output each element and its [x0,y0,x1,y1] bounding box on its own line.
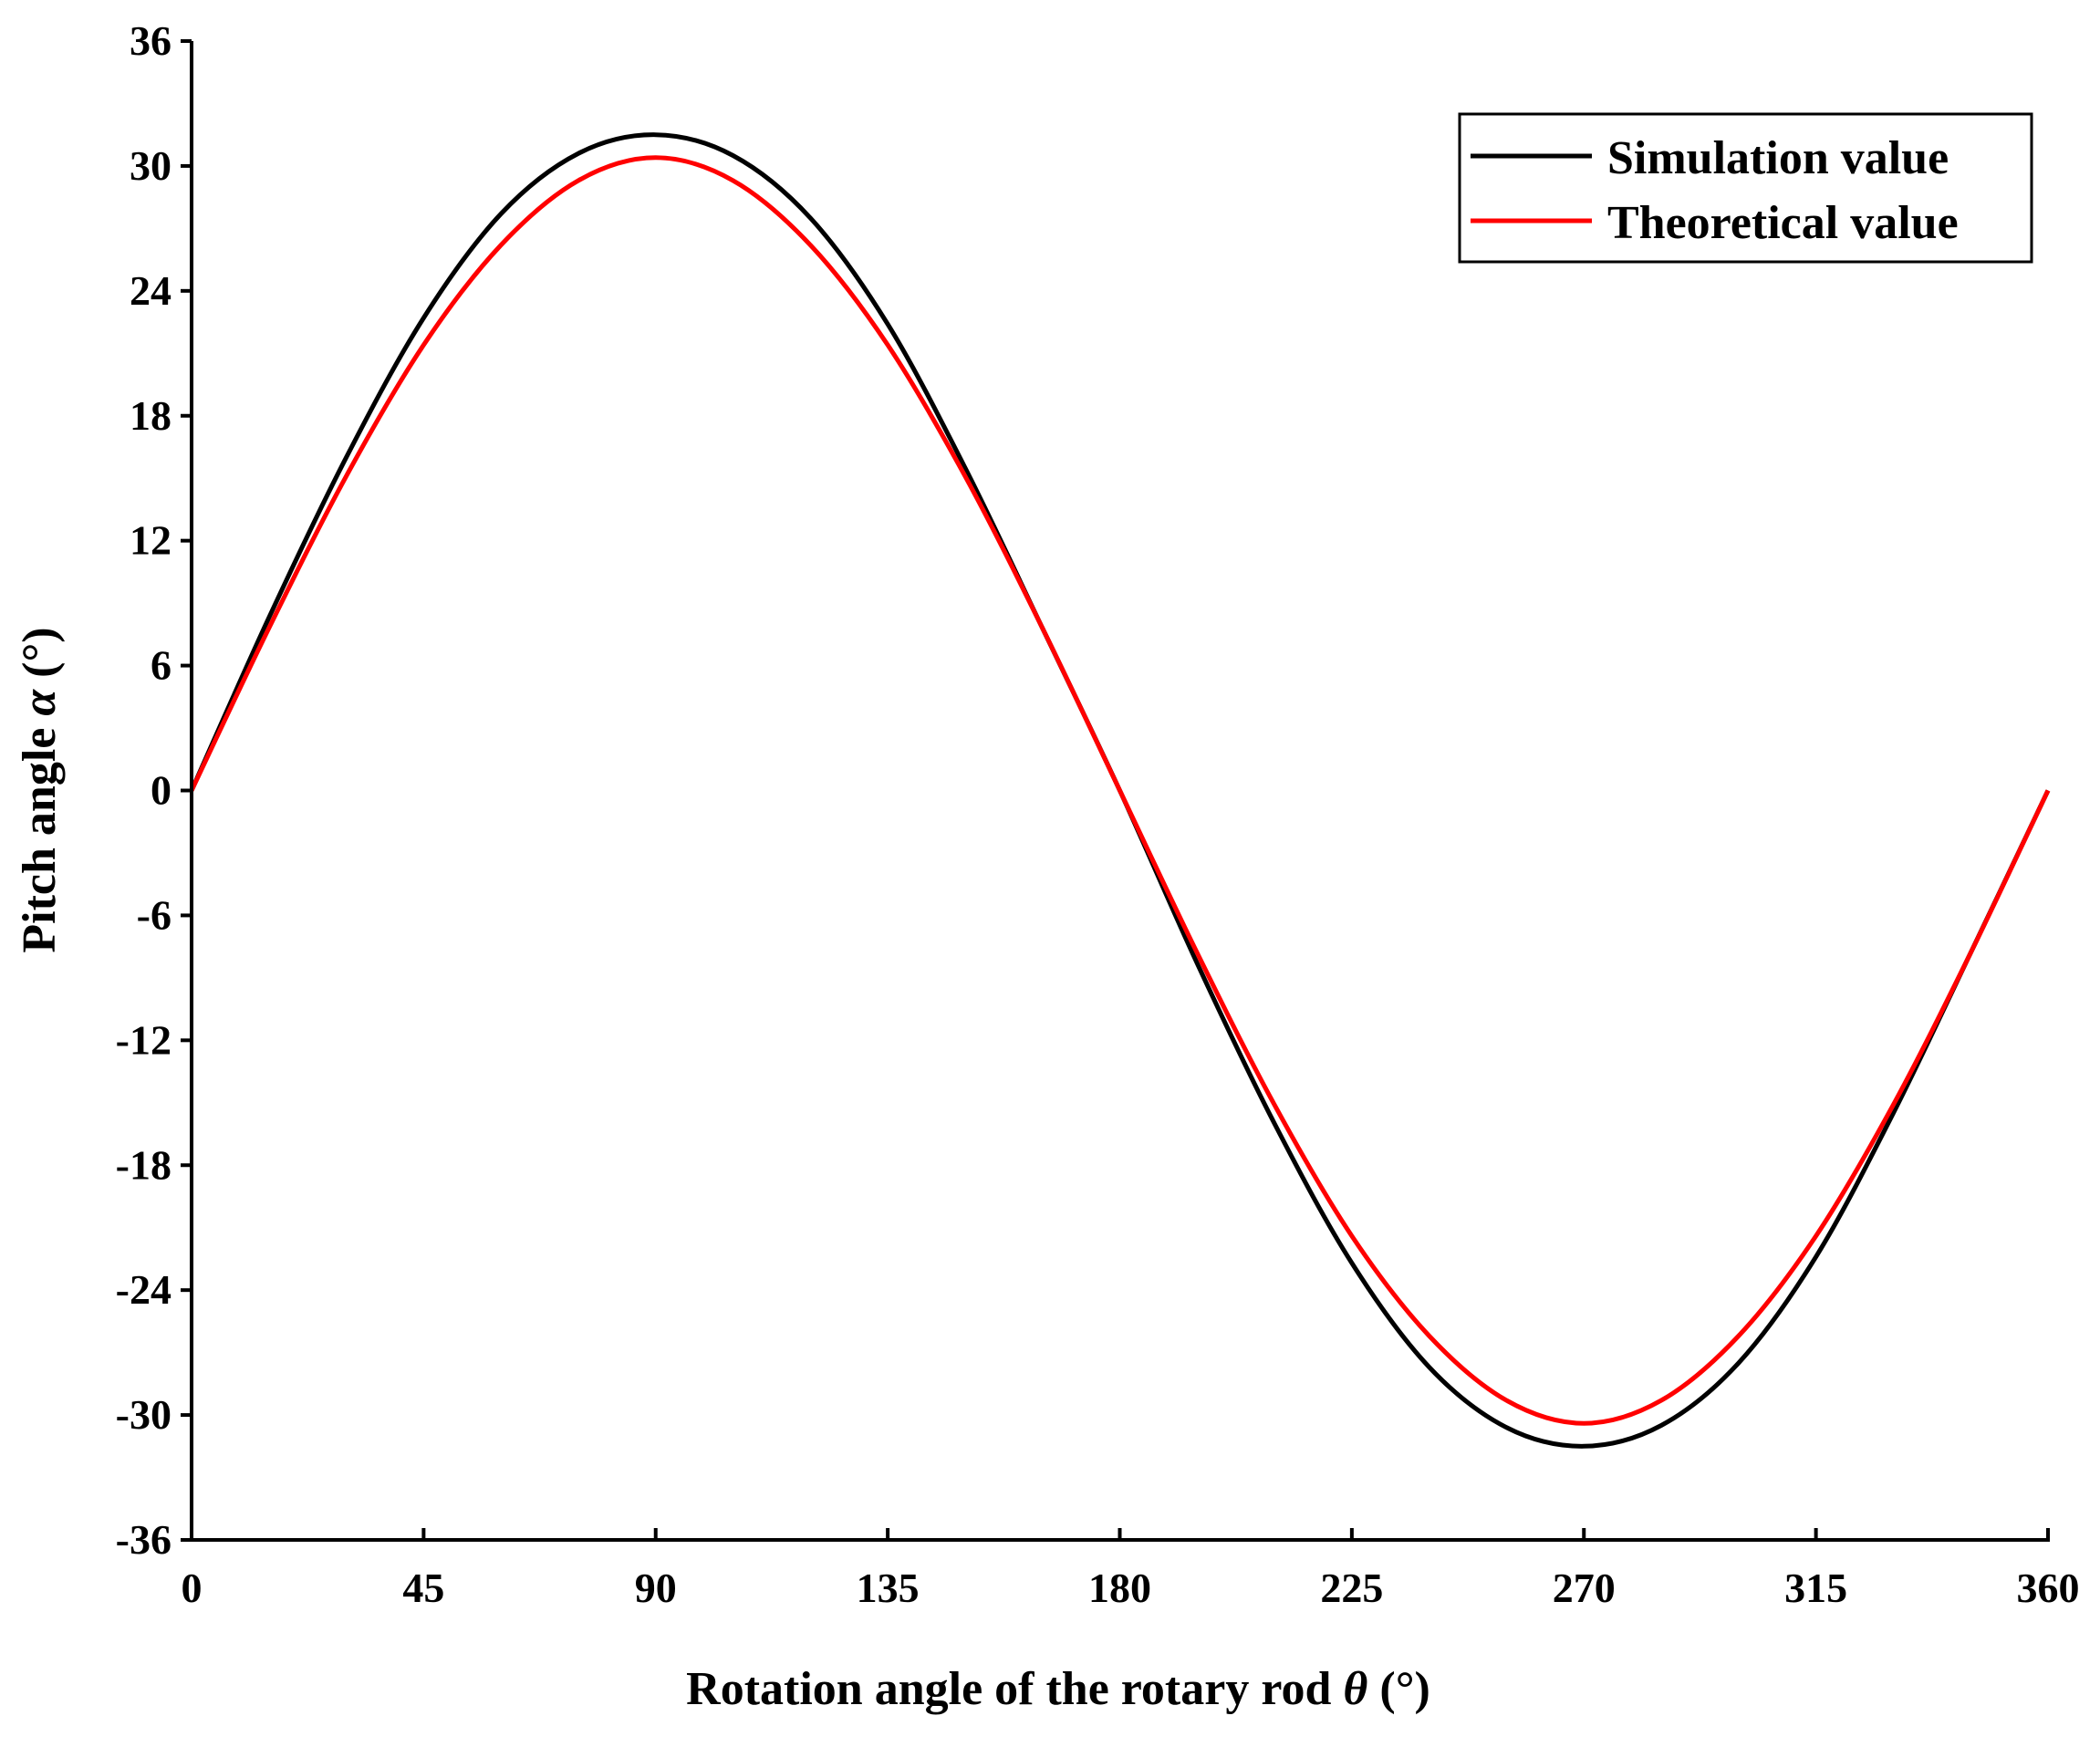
y-tick-label: -6 [137,891,172,938]
legend-label-theoretical: Theoretical value [1607,197,1959,249]
plot-area: -36 -30 -24 -18 -12 -6 0 6 12 18 24 30 36 0 45 90 135 18… [116,17,2080,1611]
x-tick-label: 180 [1088,1565,1151,1611]
y-tick-label: 18 [130,392,172,439]
x-axis-title: Rotation angle of the rotary rod θ (°) [686,1663,1430,1715]
x-tick-label: 0 [182,1565,203,1611]
y-axis-title-symbol: α [14,689,66,716]
x-tick-label: 315 [1784,1565,1847,1611]
legend-box [1458,112,2033,264]
x-ticks: 0 45 90 135 180 225 270 315 360 [182,1528,2080,1611]
y-tick-label: 24 [130,267,172,314]
y-tick-label: 30 [130,142,172,189]
y-tick-label: -30 [116,1391,172,1438]
x-tick-label: 135 [857,1565,920,1611]
y-tick-label: -24 [116,1266,172,1313]
y-axis-title-text: Pitch angle [14,728,66,953]
series-line-theoretical [189,155,2051,1426]
legend: Simulation value Theoretical value [1458,112,2033,264]
y-ticks: -36 -30 -24 -18 -12 -6 0 6 12 18 24 30 36 [116,17,192,1563]
y-axis-title-unit: (°) [14,627,66,689]
x-tick-label: 45 [402,1565,444,1611]
legend-label-simulation: Simulation value [1607,132,1949,184]
y-tick-label: 12 [130,517,172,564]
x-axis-title-unit: (°) [1367,1663,1429,1715]
x-axis-title-symbol: θ [1343,1663,1367,1715]
y-tick-label: -36 [116,1516,172,1563]
y-tick-label: 6 [151,642,172,689]
x-tick-label: 225 [1320,1565,1383,1611]
x-tick-label: 90 [635,1565,677,1611]
y-tick-label: -18 [116,1141,172,1188]
x-axis-title-text: Rotation angle of the rotary rod [686,1663,1331,1715]
series-layer [189,132,2051,1449]
y-tick-label: 36 [130,17,172,64]
y-axis-title: Pitch angle α (°) [14,627,66,952]
x-tick-label: 360 [2017,1565,2080,1611]
x-tick-label: 270 [1553,1565,1616,1611]
y-tick-label: 0 [151,767,172,814]
y-tick-label: -12 [116,1016,172,1063]
